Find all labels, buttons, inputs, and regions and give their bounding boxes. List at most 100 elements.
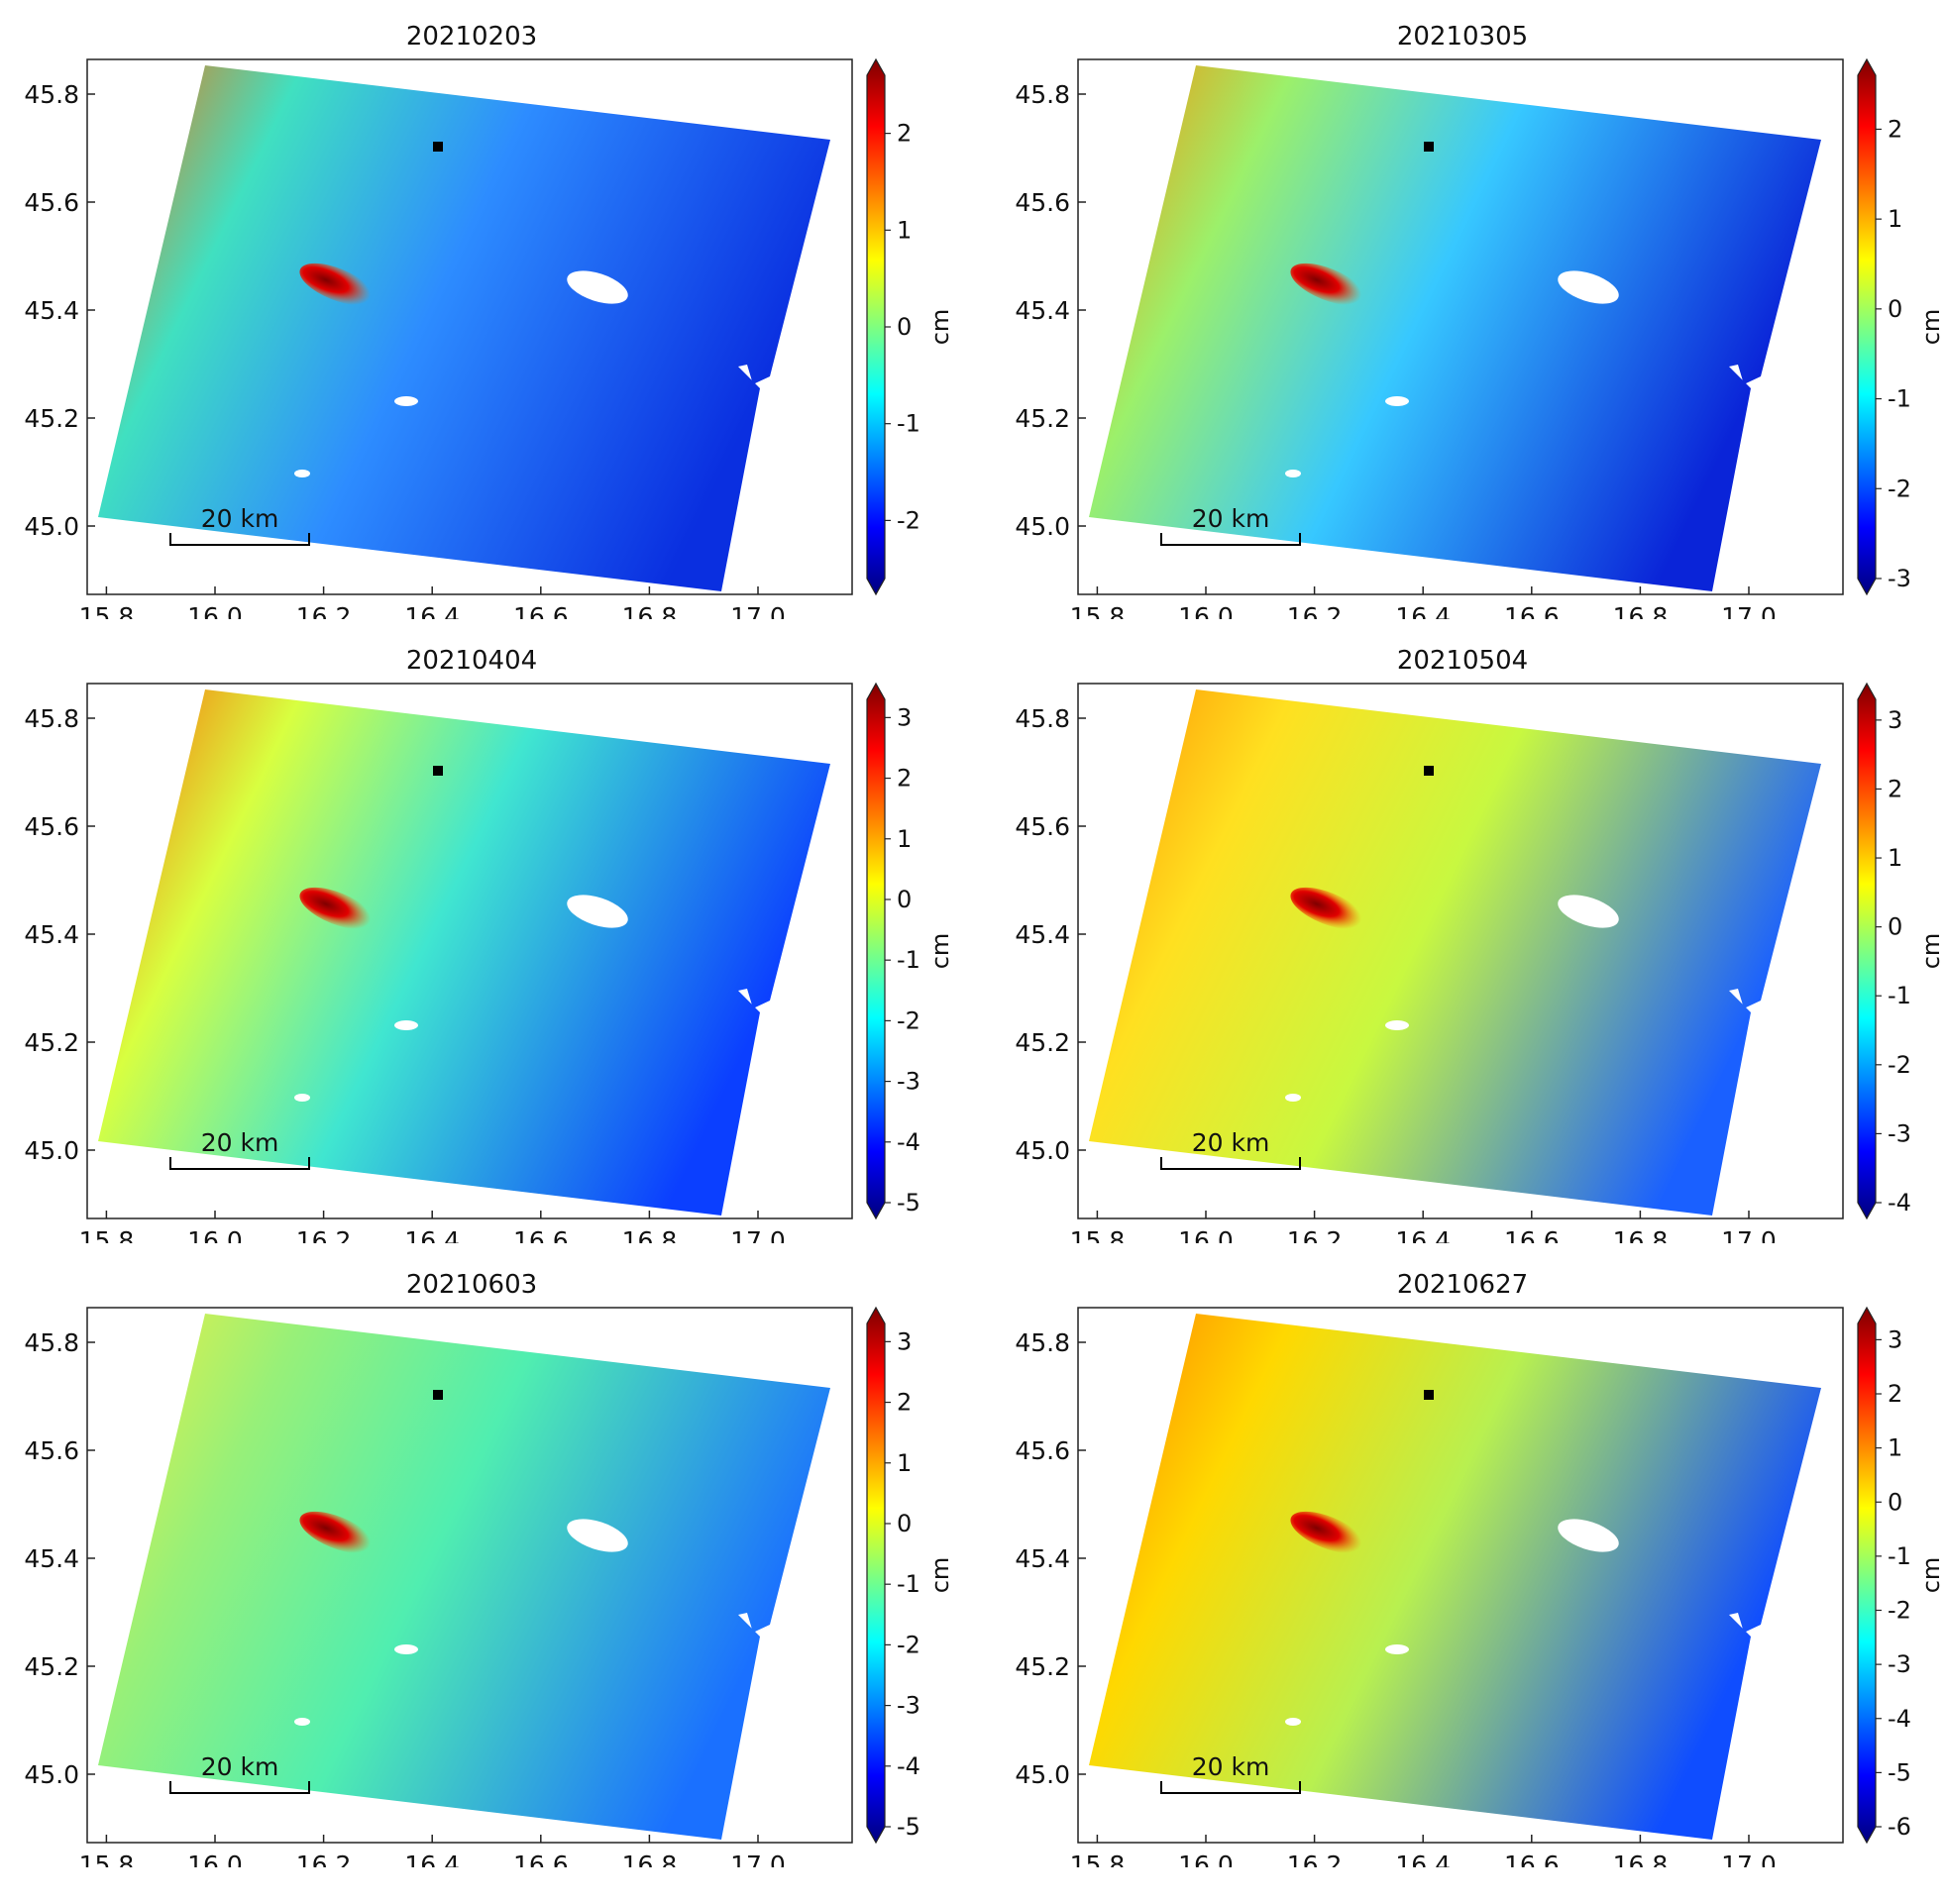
colorbar-tick-label: -2 bbox=[1888, 1597, 1911, 1625]
x-tick-label: 16.2 bbox=[296, 1851, 352, 1867]
nodata-patch bbox=[567, 270, 628, 304]
axes-frame bbox=[86, 58, 853, 595]
panel-title: 20210603 bbox=[405, 1270, 538, 1300]
axes-frame bbox=[86, 1307, 853, 1844]
x-tick-label: 16.8 bbox=[622, 602, 678, 619]
nodata-patch bbox=[1385, 396, 1409, 406]
colorbar bbox=[1857, 1306, 1877, 1845]
x-tick-label: 16.2 bbox=[296, 602, 352, 619]
colorbar-tick-label: 1 bbox=[897, 1449, 912, 1477]
panel-title: 20210627 bbox=[1396, 1270, 1529, 1300]
colorbar-label: cm bbox=[926, 309, 951, 346]
deformation-hotspot bbox=[299, 263, 375, 306]
x-tick-label: 16.0 bbox=[1178, 602, 1234, 619]
x-tick-label: 17.0 bbox=[1721, 1851, 1777, 1867]
x-tick-label: 17.0 bbox=[1721, 1226, 1777, 1243]
y-tick-label: 45.4 bbox=[24, 1544, 79, 1573]
map-panel-20210305: 20210305 20 km 15.8 16.0 16.2 16.4 16.6 16.8 17.… bbox=[991, 0, 1942, 619]
deformation-swath bbox=[1089, 1314, 1821, 1840]
deformation-hotspot bbox=[299, 887, 375, 930]
x-tick-label: 16.4 bbox=[404, 1851, 460, 1867]
x-tick-label: 16.4 bbox=[1395, 602, 1451, 619]
colorbar-tick-label: 3 bbox=[1888, 1325, 1902, 1353]
nodata-patch bbox=[394, 1644, 418, 1654]
scale-bar bbox=[169, 1781, 310, 1794]
colorbar-tick-label: -6 bbox=[1888, 1813, 1911, 1841]
colorbar-tick-label: 0 bbox=[1888, 913, 1902, 941]
x-tick-label: 16.0 bbox=[1178, 1851, 1234, 1867]
map-plot: 20 km 15.8 16.0 16.2 16.4 16.6 16.8 17.0 45.8 45.… bbox=[1015, 57, 1942, 619]
colorbar-tick-label: 2 bbox=[1888, 775, 1902, 802]
deformation-swath bbox=[98, 689, 830, 1216]
scale-bar-label: 20 km bbox=[1192, 1752, 1270, 1781]
y-tick-label: 45.4 bbox=[1015, 296, 1070, 325]
x-tick-label: 15.8 bbox=[1070, 1851, 1126, 1867]
map-panel-20210603: 20210603 20 km 15.8 16.0 16.2 16.4 16.6 16.8 17.… bbox=[0, 1248, 951, 1867]
deformation-swath bbox=[98, 1314, 830, 1840]
scale-bar-label: 20 km bbox=[201, 504, 279, 533]
y-tick-label: 45.4 bbox=[1015, 1544, 1070, 1573]
scale-bar bbox=[169, 533, 310, 546]
x-tick-label: 16.6 bbox=[513, 1851, 569, 1867]
x-tick-label: 15.8 bbox=[79, 1851, 135, 1867]
y-tick-label: 45.2 bbox=[1015, 404, 1070, 433]
nodata-patch bbox=[394, 1020, 418, 1030]
colorbar-tick-label: 3 bbox=[1888, 706, 1902, 734]
map-plot: 20 km 15.8 16.0 16.2 16.4 16.6 16.8 17.0 45.8 45.… bbox=[24, 1306, 951, 1867]
colorbar-label: cm bbox=[926, 1557, 951, 1594]
nodata-patch bbox=[1385, 1644, 1409, 1654]
x-tick-label: 15.8 bbox=[1070, 1226, 1126, 1243]
x-tick-label: 16.4 bbox=[1395, 1851, 1451, 1867]
colorbar-tick-label: -3 bbox=[897, 1692, 920, 1720]
colorbar-tick-label: 0 bbox=[1888, 1488, 1902, 1516]
colorbar bbox=[866, 1306, 886, 1845]
deformation-hotspot bbox=[1290, 263, 1365, 306]
colorbar-tick-label: 3 bbox=[897, 703, 912, 731]
panel-title: 20210404 bbox=[405, 646, 538, 676]
colorbar-tick-label: -2 bbox=[897, 506, 920, 534]
reference-point-marker bbox=[433, 1390, 443, 1400]
nodata-patch bbox=[394, 396, 418, 406]
map-plot: 20 km 15.8 16.0 16.2 16.4 16.6 16.8 17.0 45.8 45.… bbox=[1015, 1306, 1942, 1867]
reference-point-marker bbox=[1424, 142, 1434, 152]
colorbar-tick-label: 1 bbox=[1888, 205, 1902, 233]
reference-point-marker bbox=[433, 142, 443, 152]
scale-bar bbox=[1160, 533, 1301, 546]
y-tick-label: 45.8 bbox=[24, 1328, 79, 1357]
colorbar-tick-label: 2 bbox=[897, 120, 912, 148]
axes-frame bbox=[86, 683, 853, 1219]
colorbar-tick-label: -3 bbox=[1888, 565, 1911, 592]
x-tick-label: 16.8 bbox=[1613, 1851, 1669, 1867]
x-tick-label: 16.0 bbox=[1178, 1226, 1234, 1243]
y-tick-label: 45.8 bbox=[1015, 80, 1070, 109]
y-tick-label: 45.0 bbox=[1015, 1136, 1070, 1165]
colorbar-tick-label: 1 bbox=[1888, 844, 1902, 872]
nodata-patch bbox=[567, 1519, 628, 1552]
nodata-patch bbox=[1285, 1718, 1301, 1726]
colorbar-tick-label: 0 bbox=[897, 886, 912, 913]
panel-title: 20210504 bbox=[1396, 646, 1529, 676]
panel-title: 20210203 bbox=[405, 22, 538, 52]
colorbar-label: cm bbox=[1917, 309, 1942, 346]
nodata-patch bbox=[294, 1718, 310, 1726]
nodata-patch bbox=[1285, 470, 1301, 477]
x-tick-label: 16.0 bbox=[187, 1851, 243, 1867]
x-tick-label: 16.6 bbox=[513, 602, 569, 619]
colorbar-tick-label: 1 bbox=[897, 825, 912, 853]
y-tick-label: 45.4 bbox=[24, 296, 79, 325]
x-tick-label: 17.0 bbox=[730, 1226, 786, 1243]
map-plot: 20 km 15.8 16.0 16.2 16.4 16.6 16.8 17.0 45.8 45.… bbox=[24, 57, 951, 619]
y-tick-label: 45.8 bbox=[24, 704, 79, 733]
colorbar bbox=[866, 682, 886, 1220]
x-tick-label: 16.2 bbox=[1287, 602, 1343, 619]
axes-frame bbox=[1077, 1307, 1844, 1844]
colorbar-tick-label: -4 bbox=[1888, 1705, 1911, 1733]
colorbar-tick-label: -1 bbox=[897, 1570, 920, 1598]
colorbar-tick-label: -4 bbox=[897, 1752, 920, 1780]
colorbar-tick-label: -1 bbox=[897, 410, 920, 438]
y-tick-label: 45.6 bbox=[1015, 188, 1070, 217]
y-tick-label: 45.2 bbox=[1015, 1028, 1070, 1057]
x-tick-label: 16.8 bbox=[622, 1851, 678, 1867]
x-tick-label: 16.8 bbox=[622, 1226, 678, 1243]
colorbar-tick-label: -1 bbox=[1888, 982, 1911, 1009]
